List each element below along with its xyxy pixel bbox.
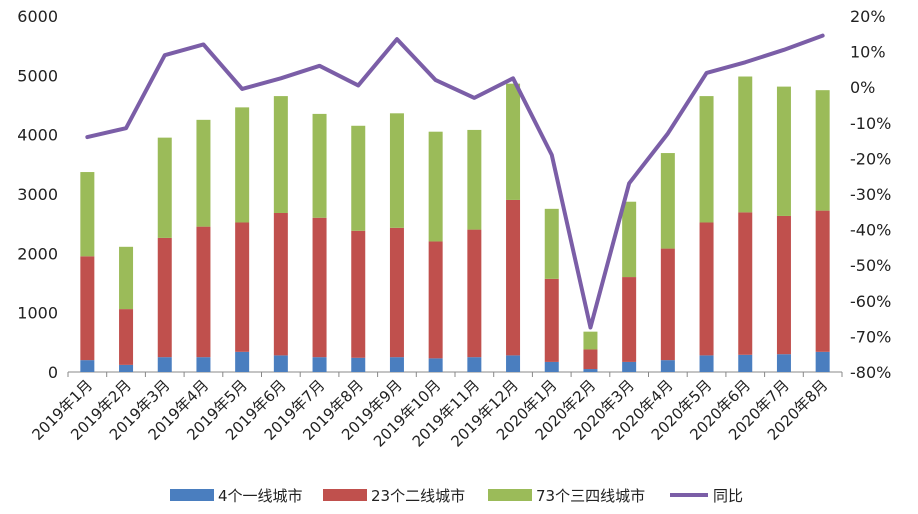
y-right-tick-label: -40%	[850, 221, 891, 240]
bar-segment-series-1	[157, 357, 172, 372]
bar-segment-series-2	[235, 222, 250, 352]
axes: 0 1000 2000 3000 4000 5000 6000 -80% -70% -60% -50…	[17, 7, 891, 451]
bar-segment-series-2	[738, 212, 753, 355]
bar-segment-series-1	[119, 364, 134, 372]
bar-segment-series-1	[428, 358, 443, 372]
bar-segment-series-1	[196, 357, 211, 372]
bar-segment-series-3	[622, 201, 637, 278]
y-left-tick-label: 2000	[17, 244, 58, 263]
bar-segment-series-2	[351, 230, 366, 358]
bar-segment-series-2	[622, 277, 637, 362]
bar-segment-series-1	[351, 357, 366, 372]
bar-segment-series-2	[506, 199, 521, 356]
legend-label: 同比	[713, 487, 743, 505]
bar-segment-series-2	[119, 309, 134, 365]
legend-label: 23个二线城市	[371, 487, 465, 505]
bar-segment-series-3	[467, 129, 482, 230]
legend: 4个一线城市 23个二线城市 73个三四线城市 同比	[170, 487, 743, 505]
bar-segment-series-3	[699, 96, 714, 223]
bar-segment-series-1	[738, 354, 753, 372]
y-left-tick-label: 3000	[17, 185, 58, 204]
y-right-tick-label: -60%	[850, 292, 891, 311]
bar-segment-series-3	[738, 76, 753, 213]
y-right-tick-label: -20%	[850, 149, 891, 168]
bar-segment-series-2	[273, 212, 288, 356]
y-right-tick-label: 0%	[850, 78, 875, 97]
bar-segment-series-2	[815, 210, 830, 352]
bar-segment-series-3	[312, 113, 327, 218]
y-right-tick-label: -30%	[850, 185, 891, 204]
bar-segment-series-3	[119, 246, 134, 310]
bar-segment-series-3	[815, 90, 830, 211]
bar-segment-series-1	[815, 351, 830, 372]
bar-segment-series-2	[196, 226, 211, 358]
bar-segment-series-3	[544, 208, 559, 279]
bar-segment-series-2	[776, 215, 791, 355]
bar-segment-series-1	[80, 360, 95, 372]
bar-segment-series-2	[389, 227, 404, 358]
bar-segment-series-2	[80, 256, 95, 361]
bar-series	[80, 76, 830, 372]
bar-segment-series-1	[506, 355, 521, 372]
bar-segment-series-1	[622, 361, 637, 372]
bar-segment-series-2	[467, 229, 482, 358]
y-left-tick-label: 4000	[17, 126, 58, 145]
bar-segment-series-3	[80, 172, 95, 257]
bar-segment-series-3	[351, 125, 366, 231]
bar-segment-series-1	[699, 355, 714, 372]
y-left-tick-label: 0	[48, 363, 58, 382]
legend-swatch-3	[488, 489, 532, 501]
bar-segment-series-3	[506, 83, 521, 200]
yoy-line	[85, 33, 825, 330]
bar-segment-series-2	[660, 248, 675, 361]
bar-segment-series-3	[157, 137, 172, 238]
y-right-tick-label: -70%	[850, 327, 891, 346]
bar-segment-series-2	[428, 241, 443, 359]
y-right-tick-label: 20%	[850, 7, 886, 26]
bar-segment-series-3	[428, 131, 443, 242]
bar-segment-series-3	[235, 107, 250, 223]
bar-segment-series-3	[776, 86, 791, 216]
bar-segment-series-3	[389, 113, 404, 228]
y-right-tick-label: -80%	[850, 363, 891, 382]
bar-segment-series-3	[660, 153, 675, 249]
y-left-tick-label: 5000	[17, 66, 58, 85]
bar-segment-series-3	[196, 119, 211, 227]
y-left-tick-label: 1000	[17, 304, 58, 323]
bar-segment-series-2	[699, 222, 714, 356]
bar-segment-series-1	[235, 351, 250, 372]
bar-segment-series-1	[544, 361, 559, 372]
bar-segment-series-1	[583, 369, 598, 372]
bar-segment-series-1	[776, 354, 791, 372]
bar-segment-series-3	[583, 331, 598, 350]
legend-label: 73个三四线城市	[536, 487, 645, 505]
bar-segment-series-2	[157, 237, 172, 358]
legend-swatch-1	[170, 489, 214, 501]
bar-segment-series-1	[389, 357, 404, 372]
legend-swatch-2	[323, 489, 367, 501]
y-left-tick-label: 6000	[17, 7, 58, 26]
bar-segment-series-2	[544, 278, 559, 362]
bar-segment-series-1	[312, 357, 327, 372]
y-right-tick-label: -10%	[850, 114, 891, 133]
bar-segment-series-2	[583, 349, 598, 370]
yoy-line-series	[85, 33, 825, 330]
legend-label: 4个一线城市	[218, 487, 303, 505]
bar-segment-series-1	[273, 355, 288, 372]
bar-segment-series-3	[273, 96, 288, 213]
y-right-tick-label: 10%	[850, 43, 886, 62]
bar-segment-series-2	[312, 217, 327, 358]
bar-segment-series-1	[467, 357, 482, 372]
bar-segment-series-1	[660, 360, 675, 372]
y-right-tick-label: -50%	[850, 256, 891, 275]
